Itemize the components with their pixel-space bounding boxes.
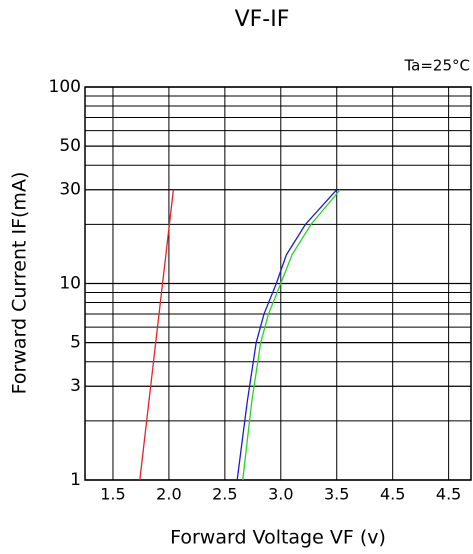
series-line [139,189,175,481]
y-tick-label: 1 [70,470,81,490]
x-tick-label: 3.0 [268,485,293,504]
x-tick-label: 1.5 [100,485,125,504]
x-tick-label: 4.5 [380,485,405,504]
y-axis-label: Forward Current IF(mA) [9,172,31,395]
series-line [242,189,341,481]
series-line [236,189,338,481]
x-tick-label: 2.0 [156,485,181,504]
y-tick-label: 5 [70,333,81,353]
y-tick-label: 30 [59,180,81,200]
x-tick-label: 2.5 [212,485,237,504]
x-axis-label: Forward Voltage VF (v) [170,527,386,549]
x-tick-label: 4.5 [436,485,461,504]
y-tick-label: 50 [59,136,81,156]
y-tick-label: 100 [49,77,81,97]
chart-title: VF-IF [235,7,290,32]
x-tick-label: 3.5 [324,485,349,504]
plot-frame [84,86,472,481]
annotation: Ta=25°C [403,57,470,75]
y-tick-label: 3 [70,376,81,396]
y-tick-label: 10 [59,274,81,294]
